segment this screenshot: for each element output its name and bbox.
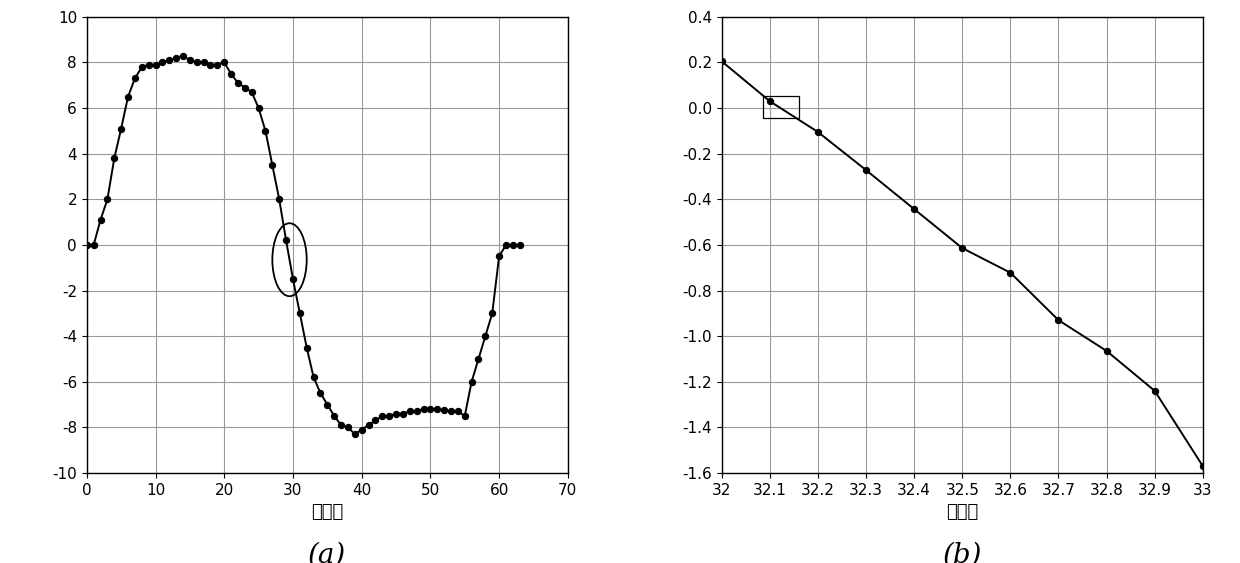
Text: (b): (b)	[942, 542, 982, 563]
X-axis label: 采样点: 采样点	[311, 503, 343, 521]
Bar	[763, 96, 799, 118]
Text: (a): (a)	[309, 542, 346, 563]
X-axis label: 采样点: 采样点	[946, 503, 978, 521]
